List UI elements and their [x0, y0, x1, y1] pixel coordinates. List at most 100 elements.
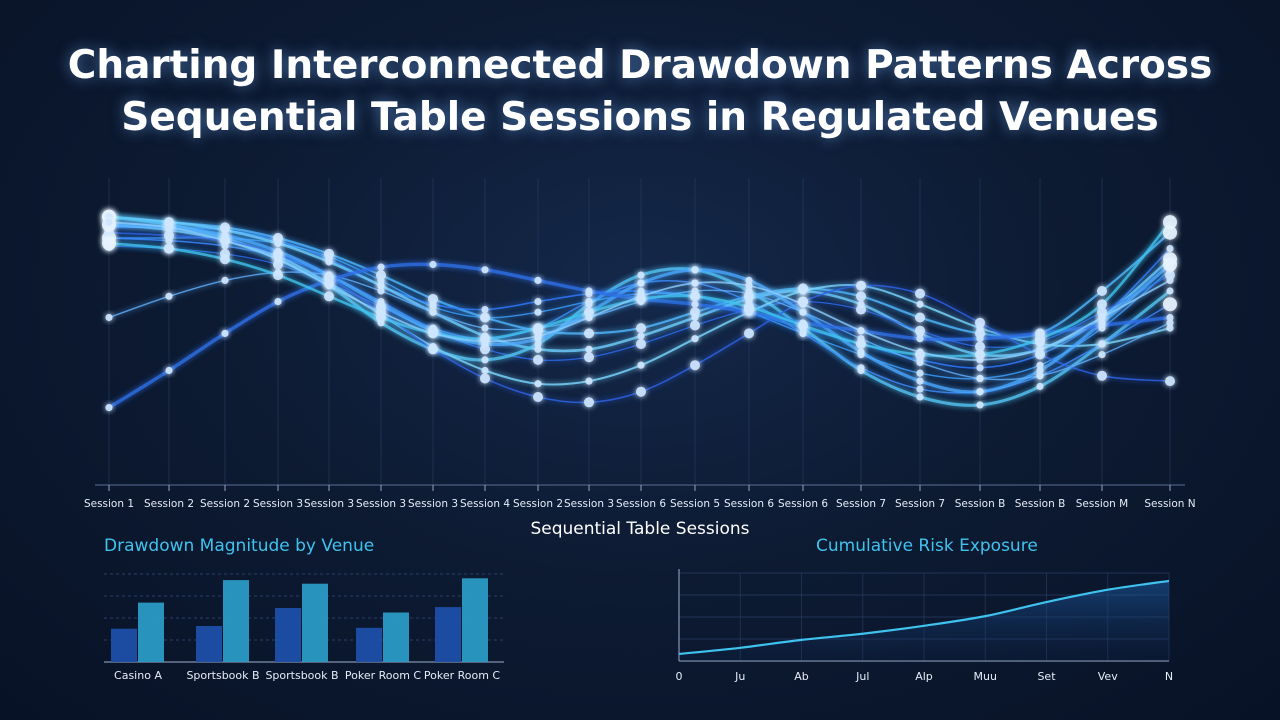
data-point: [636, 339, 646, 349]
data-point: [220, 254, 230, 265]
data-point: [534, 380, 542, 388]
data-point: [533, 354, 543, 365]
bar-category-label: Sportsbook B: [265, 669, 338, 682]
series-line-6: [108, 215, 1171, 407]
x-tick-label: Session 6: [616, 498, 666, 510]
data-point: [1166, 313, 1174, 322]
data-point: [325, 271, 333, 279]
bar: [356, 627, 382, 662]
data-point: [105, 313, 113, 322]
data-point: [429, 303, 437, 311]
bar: [275, 608, 301, 662]
data-point: [1163, 257, 1177, 272]
data-point: [1035, 333, 1045, 344]
data-point: [975, 349, 985, 360]
series-line-9: [108, 231, 1171, 404]
data-point: [637, 279, 645, 287]
data-point: [857, 348, 865, 356]
page-title: Charting Interconnected Drawdown Pattern…: [0, 40, 1280, 144]
data-point: [691, 335, 699, 343]
data-point: [221, 276, 229, 284]
data-point: [221, 226, 229, 234]
x-tick-label: Session B: [955, 498, 1006, 510]
x-tick-label: Session 2: [513, 498, 563, 510]
x-tick-label: Session 7: [836, 498, 886, 510]
data-point: [637, 361, 645, 369]
bar: [435, 607, 461, 662]
data-point: [1097, 299, 1107, 310]
data-point: [1166, 245, 1174, 253]
data-point: [585, 298, 593, 306]
data-point: [377, 287, 385, 295]
data-point: [534, 340, 542, 348]
x-tick-label: Session 1: [84, 498, 134, 510]
data-point: [745, 290, 753, 298]
data-point: [221, 231, 229, 239]
data-point: [1163, 215, 1177, 230]
data-point: [584, 397, 594, 408]
data-point: [534, 332, 542, 340]
data-point: [637, 271, 645, 279]
data-point: [916, 358, 924, 367]
data-point: [481, 324, 489, 332]
data-point: [1166, 324, 1174, 332]
data-point: [976, 401, 984, 409]
data-point: [637, 292, 645, 300]
data-point: [1163, 225, 1177, 240]
data-point: [428, 293, 438, 304]
data-point: [916, 385, 924, 393]
data-point: [916, 300, 924, 308]
x-tick-label: Session M: [1076, 498, 1128, 510]
data-point: [799, 287, 807, 295]
data-point: [585, 313, 593, 322]
x-tick-label: Session 2: [200, 498, 250, 510]
data-point: [324, 291, 334, 302]
data-point: [325, 282, 333, 290]
bar-category-label: Sportsbook B: [186, 669, 259, 682]
data-point: [1098, 321, 1106, 330]
data-point: [221, 329, 229, 337]
bar: [138, 602, 164, 662]
data-point: [856, 291, 866, 302]
main-x-axis-label: Sequential Table Sessions: [530, 519, 750, 539]
bar-chart-title: Drawdown Magnitude by Venue: [104, 536, 375, 556]
data-point: [481, 356, 489, 364]
main-line-chart: Session 1 Session 2 Session 2 Session 3 Sess…: [84, 178, 1196, 510]
area-x-tick-label: N: [1165, 670, 1173, 683]
data-point: [274, 255, 282, 263]
bar: [462, 578, 488, 662]
data-point: [976, 364, 984, 372]
data-point: [377, 308, 385, 316]
data-point: [745, 276, 753, 284]
bar-category-label: Casino A: [114, 669, 162, 682]
data-point: [1163, 297, 1177, 312]
bar: [111, 628, 137, 662]
data-point: [745, 282, 753, 290]
bar: [302, 583, 328, 662]
data-point: [691, 300, 699, 308]
data-point: [1097, 370, 1107, 381]
data-point: [481, 305, 489, 314]
data-point: [1035, 349, 1045, 360]
data-point: [584, 328, 594, 339]
data-point: [273, 259, 283, 270]
data-point: [857, 327, 865, 335]
data-point: [481, 366, 489, 375]
bar: [223, 580, 249, 662]
area-x-tick-label: Muu: [974, 670, 997, 683]
data-point: [799, 329, 807, 337]
data-point: [428, 344, 438, 355]
data-point: [480, 373, 490, 384]
data-point: [1097, 286, 1107, 296]
data-point: [857, 364, 865, 372]
x-tick-label: Session 7: [895, 498, 945, 510]
data-point: [377, 300, 385, 308]
data-point: [274, 247, 282, 255]
data-point: [221, 237, 229, 245]
data-point: [690, 291, 700, 302]
data-point: [1098, 313, 1106, 322]
x-tick-label: Session 2: [144, 498, 194, 510]
data-point: [856, 339, 866, 349]
data-point: [799, 308, 807, 316]
x-tick-label: Session N: [1144, 498, 1195, 510]
